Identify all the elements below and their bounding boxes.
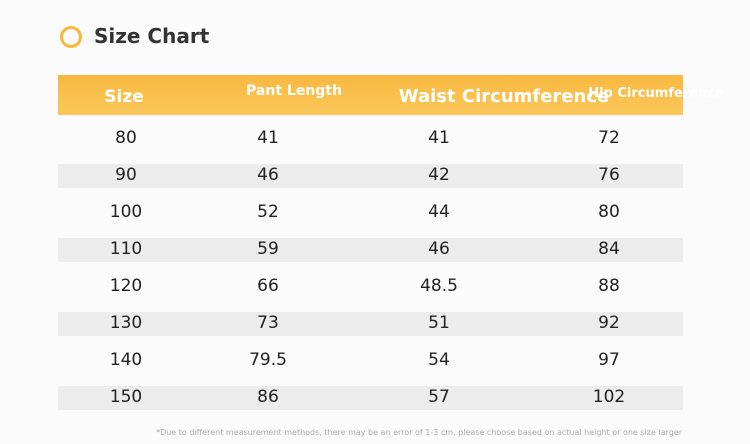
table-cell: 59 xyxy=(257,239,279,259)
table-cell: 84 xyxy=(598,239,620,259)
table-cell: 90 xyxy=(115,165,137,185)
table-cell: 100 xyxy=(109,202,143,222)
table-cell: 80 xyxy=(598,202,620,222)
title-icon xyxy=(60,26,82,48)
table-cell: 72 xyxy=(598,128,620,148)
table-cell: 110 xyxy=(109,239,143,259)
table-cell: 41 xyxy=(428,128,450,148)
table-cell: 48.5 xyxy=(420,276,458,296)
table-cell: 120 xyxy=(109,276,143,296)
table-cell: 42 xyxy=(428,165,450,185)
table-cell: 46 xyxy=(428,239,450,259)
column-header: Size xyxy=(104,87,144,107)
table-cell: 102 xyxy=(592,387,626,407)
row-stripe xyxy=(58,164,683,188)
table-cell: 150 xyxy=(109,387,143,407)
footnote: *Due to different measurement methods, t… xyxy=(156,428,682,437)
row-stripe xyxy=(58,238,683,262)
table-cell: 41 xyxy=(257,128,279,148)
table-cell: 130 xyxy=(109,313,143,333)
table-cell: 46 xyxy=(257,165,279,185)
table-cell: 51 xyxy=(428,313,450,333)
table-cell: 92 xyxy=(598,313,620,333)
table-cell: 88 xyxy=(598,276,620,296)
table-cell: 44 xyxy=(428,202,450,222)
column-header: Pant Length xyxy=(246,83,342,99)
title: Size Chart xyxy=(94,24,210,48)
table-cell: 52 xyxy=(257,202,279,222)
table-header: Size Pant Length Waist Circumference Hip Ci… xyxy=(58,75,724,115)
table-cell: 80 xyxy=(115,128,137,148)
table-cell: 73 xyxy=(257,313,279,333)
table-cell: 140 xyxy=(109,350,143,370)
table-cell: 97 xyxy=(598,350,620,370)
row-stripe xyxy=(58,386,683,410)
table-cell: 79.5 xyxy=(249,350,287,370)
table-cell: 86 xyxy=(257,387,279,407)
table-cell: 57 xyxy=(428,387,450,407)
column-header: Waist Circumference xyxy=(398,86,610,107)
column-header: Hip Circumference xyxy=(588,86,724,101)
row-stripe xyxy=(58,312,683,336)
table-cell: 66 xyxy=(257,276,279,296)
table-cell: 54 xyxy=(428,350,450,370)
table-cell: 76 xyxy=(598,165,620,185)
